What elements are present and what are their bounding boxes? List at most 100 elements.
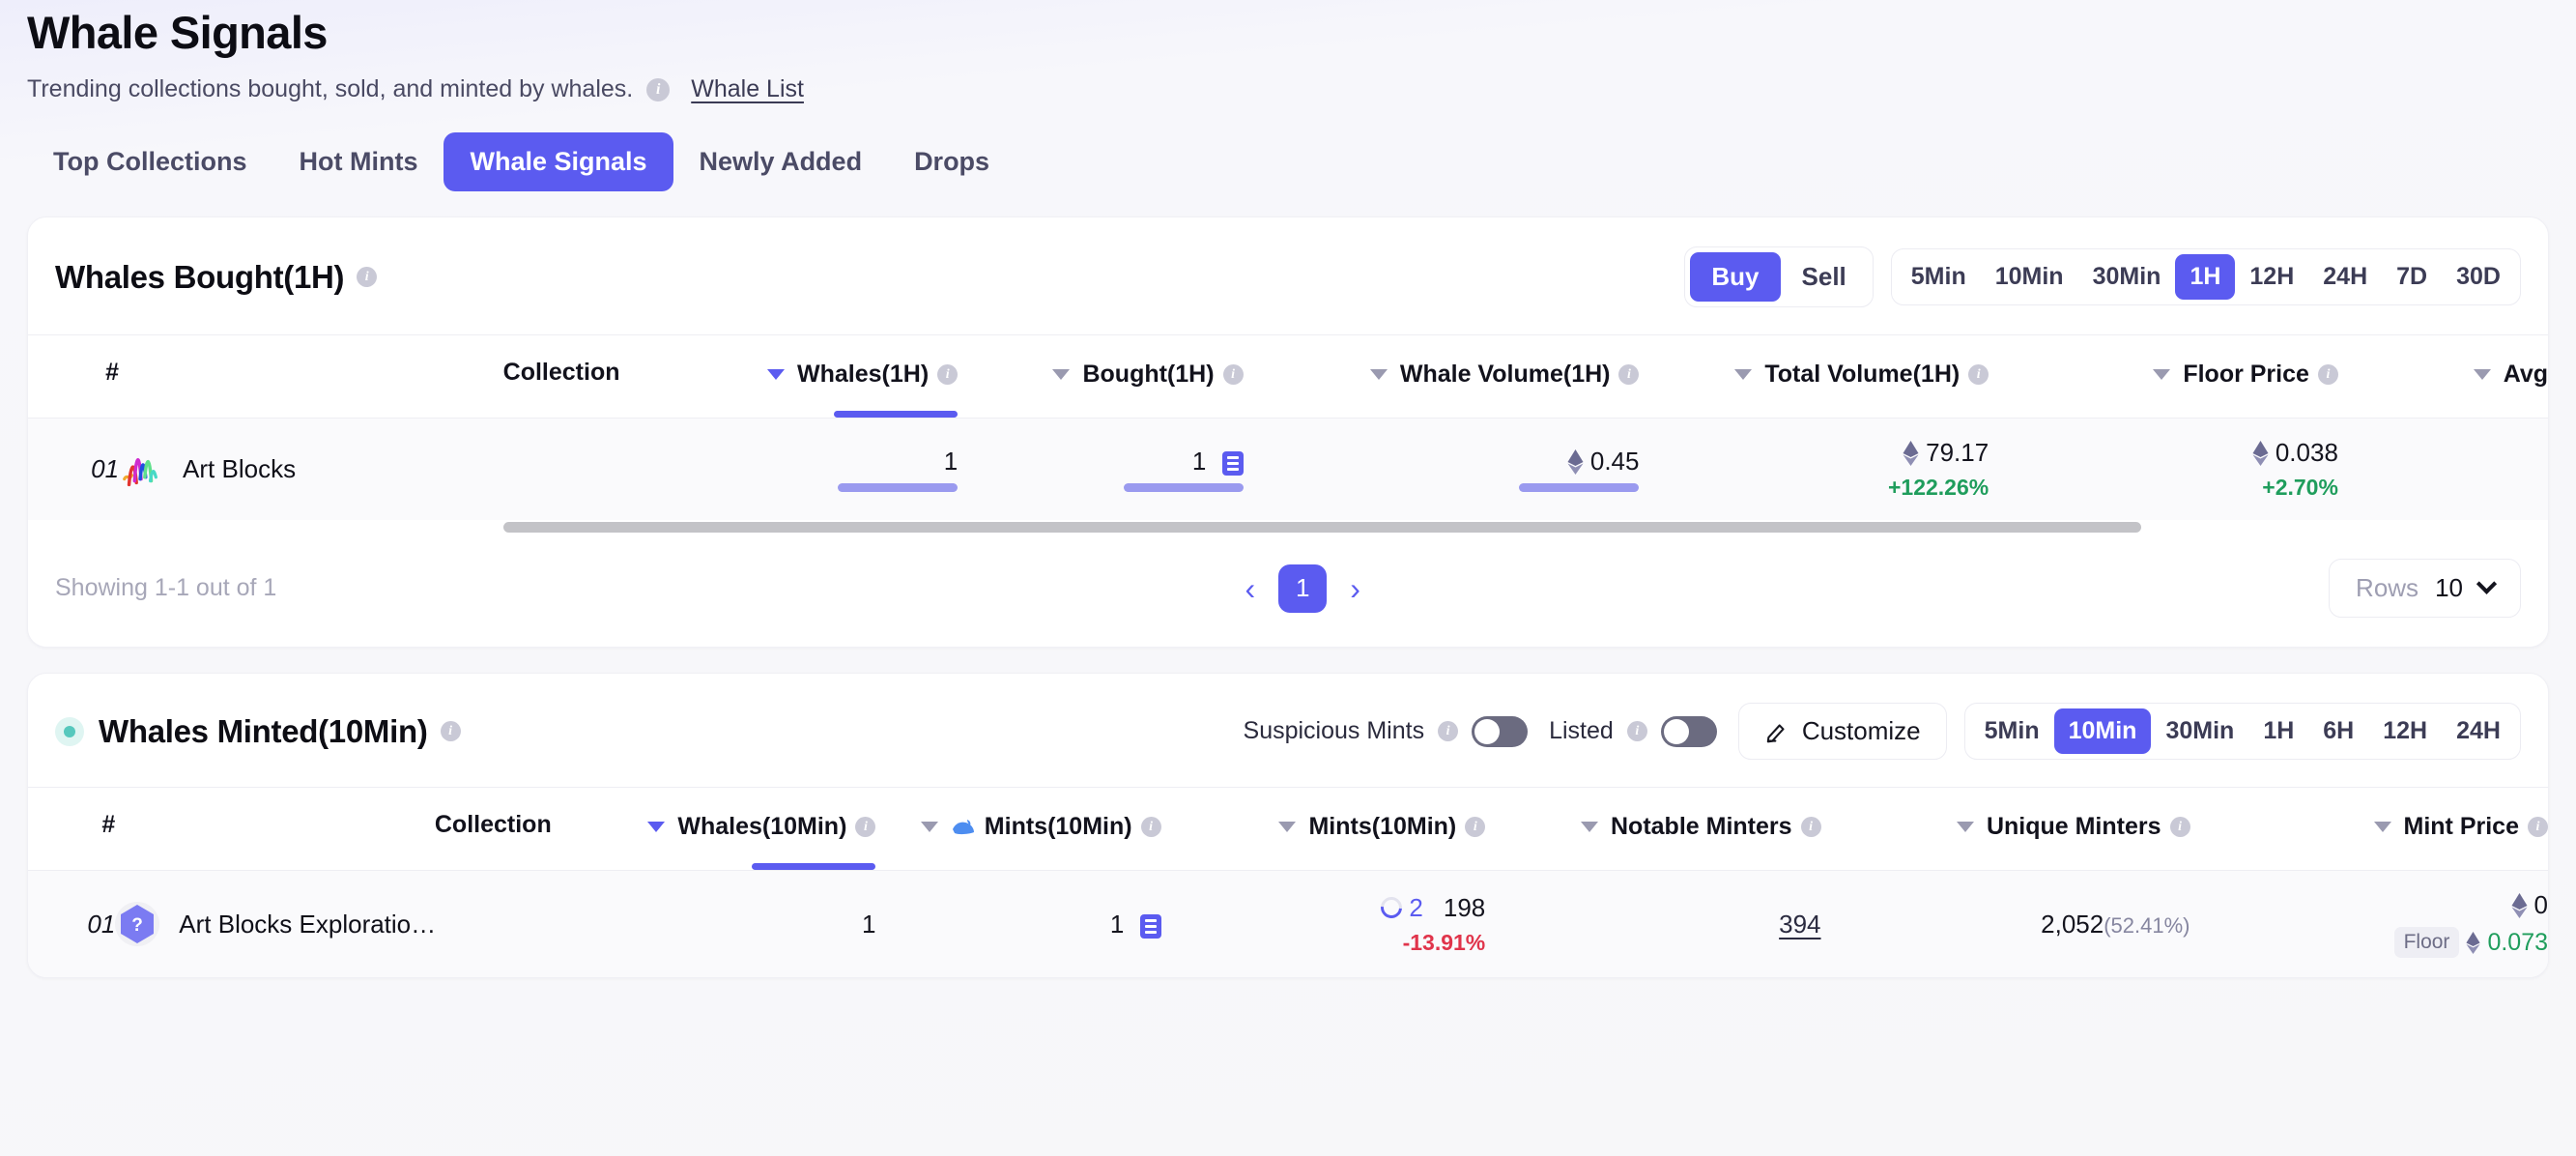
- col-bought-1h[interactable]: Bought(1H) i: [958, 334, 1244, 419]
- info-icon[interactable]: i: [937, 364, 959, 386]
- mint-timeframe-24h[interactable]: 24H: [2456, 717, 2501, 745]
- art-blocks-wave-logo-icon: [123, 457, 158, 486]
- rows-per-page-select[interactable]: Rows 10: [2329, 559, 2521, 619]
- whales-minted-title: Whales Minted(10Min): [99, 712, 428, 749]
- timeframe-5min[interactable]: 5Min: [1910, 263, 1966, 291]
- suspicious-mints-toggle[interactable]: [1472, 715, 1529, 747]
- timeframe-1h[interactable]: 1H: [2175, 254, 2236, 301]
- bought-timeframe-group: 5Min 10Min 30Min 1H 12H 24H 7D 30D: [1890, 248, 2521, 306]
- tab-whale-signals[interactable]: Whale Signals: [444, 132, 673, 192]
- listed-label: Listed: [1549, 717, 1614, 745]
- info-icon[interactable]: i: [1626, 721, 1647, 742]
- scrollbar-thumb[interactable]: [503, 522, 2141, 534]
- tab-newly-added[interactable]: Newly Added: [699, 147, 863, 177]
- col-mints-10min[interactable]: Mints(10Min) i: [1160, 787, 1486, 871]
- row-collection[interactable]: Art Blocks: [119, 418, 620, 521]
- info-icon[interactable]: i: [1618, 364, 1640, 386]
- sort-caret-icon[interactable]: [1581, 822, 1598, 833]
- mint-timeframe-30min[interactable]: 30Min: [2165, 717, 2235, 745]
- tab-drops[interactable]: Drops: [914, 147, 990, 177]
- timeframe-7d[interactable]: 7D: [2396, 263, 2428, 291]
- info-icon[interactable]: i: [1438, 721, 1459, 742]
- whales-minted-controls: Suspicious Mints i Listed i Customize: [1244, 703, 2521, 761]
- customize-button[interactable]: Customize: [1737, 703, 1947, 761]
- col-label: Avg: [2503, 361, 2548, 389]
- sort-caret-icon[interactable]: [1369, 369, 1388, 381]
- col-whales-1h[interactable]: Whales(1H) i: [619, 334, 959, 419]
- info-icon[interactable]: i: [2317, 364, 2338, 386]
- info-icon[interactable]: i: [2528, 817, 2548, 838]
- info-icon[interactable]: i: [855, 817, 876, 838]
- whales-minted-title-wrap: Whales Minted(10Min) i: [55, 713, 461, 750]
- buy-button[interactable]: Buy: [1690, 252, 1781, 303]
- info-icon[interactable]: i: [2169, 817, 2190, 838]
- cell-floor-price: 0.038 +2.70%: [1989, 418, 2338, 521]
- listed-toggle[interactable]: [1660, 715, 1717, 747]
- tab-top-collections[interactable]: Top Collections: [53, 147, 247, 177]
- whale-list-link[interactable]: Whale List: [691, 75, 804, 103]
- cell-whale-mints: 1: [875, 870, 1161, 978]
- chevron-down-icon[interactable]: [2476, 574, 2498, 595]
- col-whale-volume-1h[interactable]: Whale Volume(1H) i: [1243, 334, 1640, 419]
- col-avg-truncated[interactable]: Avg: [2337, 334, 2548, 419]
- customize-label: Customize: [1801, 716, 1921, 746]
- pencil-icon: [1766, 724, 1785, 743]
- sort-caret-icon[interactable]: [1052, 369, 1071, 381]
- col-rank: #: [28, 334, 120, 419]
- info-icon[interactable]: i: [1140, 817, 1161, 838]
- sort-caret-icon[interactable]: [2473, 369, 2491, 381]
- sort-caret-icon[interactable]: [767, 369, 786, 381]
- sort-caret-icon[interactable]: [1278, 822, 1297, 833]
- col-unique-minters[interactable]: Unique Minters i: [1820, 787, 2190, 871]
- col-rank: #: [28, 787, 116, 871]
- sort-caret-icon[interactable]: [2153, 369, 2171, 381]
- notable-minters-value[interactable]: 394: [1779, 909, 1821, 939]
- info-icon[interactable]: i: [646, 77, 671, 101]
- row-collection[interactable]: ? Art Blocks Exploratio…: [115, 870, 552, 978]
- page-1-button[interactable]: 1: [1278, 564, 1328, 613]
- mint-timeframe-12h[interactable]: 12H: [2383, 717, 2428, 745]
- buy-sell-toggle: Buy Sell: [1684, 246, 1874, 308]
- table-row[interactable]: 01 Art B: [28, 418, 2548, 521]
- info-icon[interactable]: i: [1222, 364, 1244, 386]
- mints-change: -13.91%: [1402, 929, 1486, 955]
- sort-caret-icon[interactable]: [920, 822, 938, 833]
- info-icon[interactable]: i: [357, 267, 378, 288]
- whale-signals-page: Whale Signals Trending collections bough…: [27, 7, 2549, 979]
- mint-timeframe-5min[interactable]: 5Min: [1984, 717, 2040, 745]
- whale-icon: [952, 819, 974, 834]
- timeframe-24h[interactable]: 24H: [2323, 263, 2368, 291]
- info-icon[interactable]: i: [1465, 817, 1486, 838]
- table-row[interactable]: 01 ? Art Blocks Exploratio…: [28, 870, 2548, 978]
- bought-value: 1: [1191, 447, 1207, 477]
- timeframe-30d[interactable]: 30D: [2456, 263, 2501, 291]
- whales-bought-footer: Showing 1-1 out of 1 ‹ 1 › Rows 10: [28, 534, 2548, 648]
- floor-price-change: +2.70%: [2262, 475, 2338, 501]
- sort-caret-icon[interactable]: [1956, 822, 1974, 833]
- horizontal-scrollbar[interactable]: [28, 520, 2548, 535]
- prev-page-button[interactable]: ‹: [1245, 570, 1256, 606]
- sort-caret-icon[interactable]: [1734, 369, 1753, 381]
- timeframe-30min[interactable]: 30Min: [2092, 263, 2161, 291]
- timeframe-10min[interactable]: 10Min: [1994, 263, 2064, 291]
- mint-timeframe-6h[interactable]: 6H: [2323, 717, 2355, 745]
- info-icon[interactable]: i: [1800, 817, 1821, 838]
- sell-button[interactable]: Sell: [1801, 262, 1846, 292]
- col-mint-price[interactable]: Mint Price i: [2190, 787, 2548, 871]
- tab-hot-mints[interactable]: Hot Mints: [299, 147, 418, 177]
- sort-caret-icon[interactable]: [647, 822, 666, 833]
- col-whale-mints-10min[interactable]: Mints(10Min) i: [875, 787, 1161, 871]
- col-notable-minters[interactable]: Notable Minters i: [1485, 787, 1821, 871]
- details-button[interactable]: [1139, 913, 1161, 939]
- mint-timeframe-10min[interactable]: 10Min: [2053, 708, 2152, 755]
- info-icon[interactable]: i: [1968, 364, 1989, 386]
- next-page-button[interactable]: ›: [1350, 570, 1360, 606]
- info-icon[interactable]: i: [440, 721, 461, 742]
- col-whales-10min[interactable]: Whales(10Min) i: [551, 787, 876, 871]
- sort-caret-icon[interactable]: [2373, 822, 2391, 833]
- timeframe-12h[interactable]: 12H: [2249, 263, 2295, 291]
- col-floor-price[interactable]: Floor Price i: [1989, 334, 2338, 419]
- details-button[interactable]: [1221, 451, 1244, 477]
- col-total-volume-1h[interactable]: Total Volume(1H) i: [1639, 334, 1989, 419]
- mint-timeframe-1h[interactable]: 1H: [2263, 717, 2295, 745]
